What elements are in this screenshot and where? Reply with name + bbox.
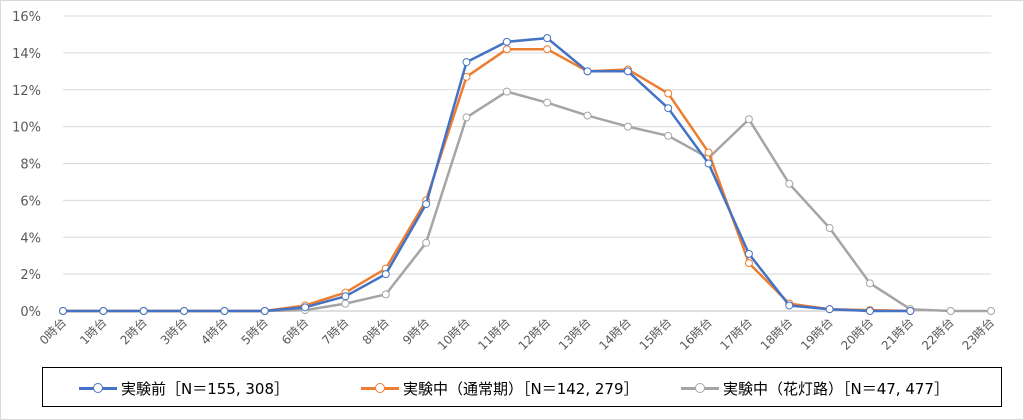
legend-swatch-series-1 <box>79 382 117 394</box>
x-tick-label: 4時台 <box>198 315 231 348</box>
x-tick-label: 11時台 <box>475 315 513 353</box>
series-line-3 <box>63 90 991 313</box>
data-point-series-3 <box>865 279 874 288</box>
x-tick-label: 20時台 <box>838 315 876 353</box>
x-tick-label: 17時台 <box>717 315 755 353</box>
series-1 <box>59 34 915 315</box>
x-tick-label: 16時台 <box>676 315 714 353</box>
data-point-series-3 <box>583 111 592 120</box>
series-line-1 <box>63 36 911 313</box>
y-tick-label: 10% <box>12 121 41 136</box>
data-point-series-1 <box>462 58 471 67</box>
legend-swatch-series-2 <box>361 382 399 394</box>
x-tick-label: 5時台 <box>238 315 271 348</box>
y-tick-label: 6% <box>20 194 41 209</box>
x-tick-label: 3時台 <box>157 315 190 348</box>
legend-label-series-1: 実験前［N＝155, 308］ <box>121 379 290 398</box>
x-tick-label: 8時台 <box>359 315 392 348</box>
data-point-series-3 <box>664 131 673 140</box>
data-point-series-2 <box>543 45 552 54</box>
y-tick-label: 12% <box>12 84 41 99</box>
data-point-series-2 <box>664 89 673 98</box>
data-point-series-1 <box>180 307 189 315</box>
x-tick-label: 22時台 <box>918 315 956 353</box>
y-axis-ticks: 0% 2% 4% 6% 8% 10% 12% 14% 16% <box>12 10 41 320</box>
legend-item-series-3: 実験中（花灯路）［N＝47, 477］ <box>681 368 949 408</box>
data-point-series-1 <box>59 307 67 315</box>
series-line-2 <box>63 47 911 313</box>
data-point-series-3 <box>744 115 753 124</box>
data-point-series-1 <box>422 200 431 209</box>
gridlines <box>63 15 991 312</box>
x-tick-label: 23時台 <box>959 315 997 353</box>
data-point-series-3 <box>946 307 955 315</box>
legend: 実験前［N＝155, 308］ 実験中（通常期）［N＝142, 279］ 実験中… <box>42 367 1002 407</box>
x-tick-label: 7時台 <box>319 315 352 348</box>
y-tick-label: 4% <box>20 231 41 246</box>
x-tick-label: 14時台 <box>596 315 634 353</box>
data-point-series-1 <box>139 307 148 315</box>
legend-swatch-series-3 <box>681 382 719 394</box>
data-point-series-3 <box>785 179 794 188</box>
x-tick-label: 1時台 <box>76 315 109 348</box>
series-lines <box>59 34 995 315</box>
legend-label-series-2: 実験中（通常期）［N＝142, 279］ <box>403 379 639 398</box>
y-tick-label: 16% <box>12 10 41 25</box>
legend-item-series-2: 実験中（通常期）［N＝142, 279］ <box>361 368 639 408</box>
data-point-series-1 <box>301 303 310 312</box>
data-point-series-1 <box>543 34 552 43</box>
data-point-series-3 <box>987 307 995 315</box>
legend-item-series-1: 実験前［N＝155, 308］ <box>79 368 289 408</box>
data-point-series-3 <box>543 98 552 107</box>
data-point-series-1 <box>664 104 673 113</box>
data-point-series-1 <box>381 270 390 279</box>
data-point-series-2 <box>502 45 511 54</box>
data-point-series-1 <box>785 301 794 310</box>
x-tick-label: 0時台 <box>36 315 69 348</box>
y-tick-label: 8% <box>20 158 41 173</box>
x-tick-label: 15時台 <box>636 315 674 353</box>
data-point-series-1 <box>341 292 350 301</box>
y-tick-label: 2% <box>20 268 41 283</box>
data-point-series-1 <box>99 307 108 315</box>
data-point-series-3 <box>825 224 834 233</box>
data-point-series-3 <box>502 87 511 96</box>
x-tick-label: 10時台 <box>434 315 472 353</box>
data-point-series-1 <box>260 307 269 315</box>
x-tick-label: 19時台 <box>797 315 835 353</box>
legend-label-series-3: 実験中（花灯路）［N＝47, 477］ <box>723 379 949 398</box>
data-point-series-1 <box>704 159 713 168</box>
data-point-series-1 <box>825 305 834 314</box>
data-point-series-1 <box>744 249 753 258</box>
x-tick-label: 6時台 <box>278 315 311 348</box>
data-point-series-1 <box>623 67 632 76</box>
x-tick-label: 13時台 <box>555 315 593 353</box>
x-tick-label: 21時台 <box>878 315 916 353</box>
y-tick-label: 14% <box>12 47 41 62</box>
data-point-series-1 <box>502 37 511 46</box>
data-point-series-3 <box>381 290 390 299</box>
data-point-series-1 <box>865 307 874 315</box>
data-point-series-1 <box>220 307 229 315</box>
x-tick-label: 12時台 <box>515 315 553 353</box>
data-point-series-3 <box>462 113 471 122</box>
x-tick-label: 2時台 <box>117 315 150 348</box>
data-point-series-3 <box>341 299 350 308</box>
line-chart: 0% 2% 4% 6% 8% 10% 12% 14% 16% 0時台 1時台 2時台 3時台 4時台 5時… <box>12 10 997 353</box>
data-point-series-2 <box>744 259 753 268</box>
data-point-series-2 <box>704 148 713 157</box>
data-point-series-1 <box>906 307 915 315</box>
x-tick-label: 9時台 <box>399 315 432 348</box>
data-point-series-1 <box>583 67 592 76</box>
data-point-series-3 <box>422 238 431 247</box>
y-tick-label: 0% <box>20 305 41 320</box>
data-point-series-3 <box>623 122 632 131</box>
series-3 <box>59 87 995 315</box>
x-axis-ticks: 0時台 1時台 2時台 3時台 4時台 5時台 6時台 7時台 8時台 9時台 10時台 11時台 12… <box>36 315 997 353</box>
x-tick-label: 18時台 <box>757 315 795 353</box>
